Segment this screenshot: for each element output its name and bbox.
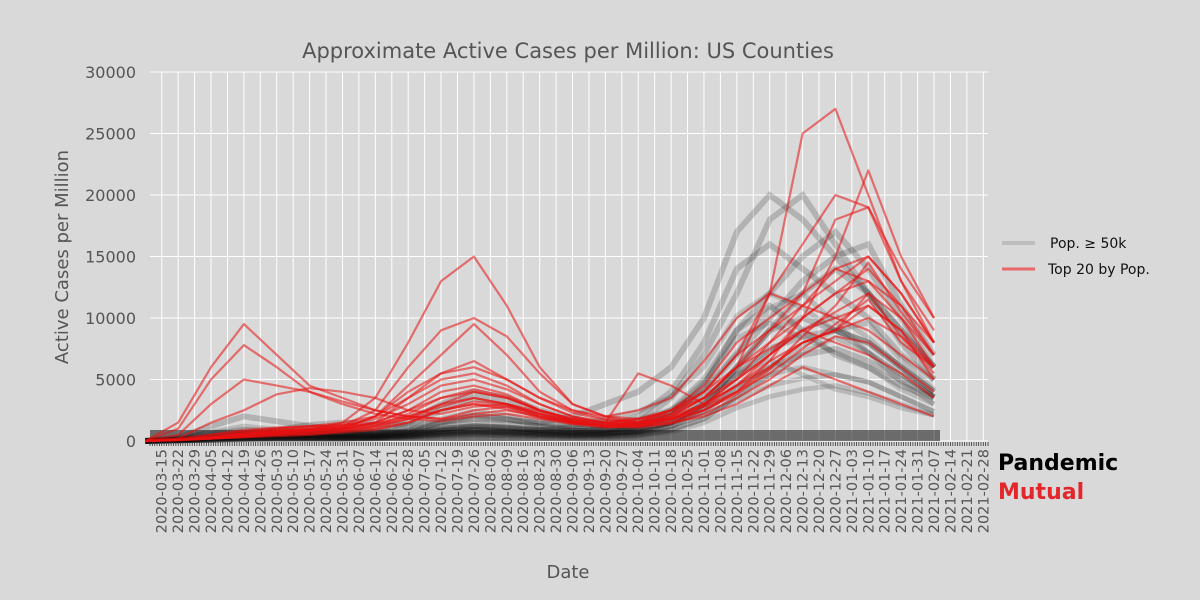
x-tick-label: 2020-05-17 <box>303 449 319 533</box>
x-tick-label: 2020-10-25 <box>681 449 697 533</box>
y-tick-label: 30000 <box>85 63 136 82</box>
x-tick-label: 2020-08-02 <box>483 449 499 533</box>
x-tick-label: 2020-12-06 <box>779 449 795 533</box>
y-axis-label: Active Cases per Million <box>52 150 73 364</box>
x-tick-label: 2020-08-30 <box>549 449 565 533</box>
y-tick-label: 20000 <box>85 186 136 205</box>
x-tick-label: 2020-12-20 <box>812 449 828 533</box>
top20-series-line <box>145 304 935 443</box>
x-tick-label: 2020-09-20 <box>598 449 614 533</box>
x-tick-label: 2020-05-24 <box>319 449 335 533</box>
legend-label-pop50k: Pop. ≥ 50k <box>1050 236 1127 252</box>
y-tick-label: 10000 <box>85 309 136 328</box>
x-tick-label: 2020-03-22 <box>171 449 187 533</box>
x-tick-label: 2020-11-29 <box>763 449 779 533</box>
x-tick-label: 2020-06-28 <box>401 449 417 533</box>
x-tick-label: 2020-04-26 <box>253 449 269 533</box>
x-tick-label: 2020-09-06 <box>566 449 582 533</box>
x-tick-label: 2020-04-12 <box>220 449 236 533</box>
x-tick-label: 2020-06-14 <box>368 449 384 533</box>
dense-low-band <box>150 430 940 441</box>
y-tick-label: 25000 <box>85 125 136 144</box>
x-tick-label: 2021-01-10 <box>861 449 877 533</box>
x-tick-label: 2020-10-11 <box>648 449 664 533</box>
x-tick-label: 2020-11-01 <box>697 449 713 533</box>
x-tick-label: 2020-07-19 <box>451 449 467 533</box>
top20-series-line <box>145 366 935 443</box>
y-tick-label: 5000 <box>95 371 136 390</box>
x-tick-label: 2021-02-14 <box>943 449 959 533</box>
x-tick-label: 2020-11-22 <box>746 449 762 533</box>
x-tick-label: 2021-01-24 <box>894 449 910 533</box>
x-tick-label: 2021-02-07 <box>927 449 943 533</box>
x-tick-label: 2021-01-17 <box>878 449 894 533</box>
x-tick-label: 2020-05-03 <box>270 449 286 533</box>
x-tick-label: 2021-02-21 <box>960 449 976 533</box>
x-tick-label: 2020-09-13 <box>582 449 598 533</box>
legend-label-top20: Top 20 by Pop. <box>1047 262 1150 278</box>
x-tick-label: 2020-07-12 <box>434 449 450 533</box>
top20-series-line <box>145 261 935 443</box>
top20-series-line <box>145 280 935 443</box>
x-tick-label: 2020-10-18 <box>664 449 680 533</box>
y-tick-label: 0 <box>126 432 136 451</box>
x-tick-label: 2020-05-31 <box>335 449 351 533</box>
x-tick-label: 2020-04-05 <box>204 449 220 533</box>
x-tick-label: 2020-04-19 <box>237 449 253 533</box>
x-tick-label: 2020-05-10 <box>286 449 302 533</box>
x-axis-label: Date <box>546 562 589 583</box>
x-tick-label: 2021-02-28 <box>976 449 992 533</box>
top20-series-line <box>145 298 935 443</box>
x-tick-label: 2020-12-13 <box>796 449 812 533</box>
x-tick-label: 2020-08-23 <box>533 449 549 533</box>
x-tick-label: 2021-01-31 <box>911 449 927 533</box>
x-tick-label: 2020-03-15 <box>155 449 171 533</box>
x-axis-ticks: 2020-03-15 2020-03-22 2020-03-29 2020-04-05… <box>149 442 992 533</box>
x-tick-label: 2020-11-08 <box>713 449 729 533</box>
x-tick-label: 2021-01-03 <box>845 449 861 533</box>
x-tick-label: 2020-08-09 <box>500 449 516 533</box>
x-tick-label: 2020-06-21 <box>385 449 401 533</box>
brand-pandemic: Pandemic <box>998 451 1118 476</box>
x-tick-label: 2020-07-26 <box>467 449 483 533</box>
x-tick-label: 2020-03-29 <box>188 449 204 533</box>
brand-mutual: Mutual <box>998 480 1084 505</box>
x-tick-label: 2020-10-04 <box>631 449 647 533</box>
y-tick-label: 15000 <box>85 248 136 267</box>
legend: Pop. ≥ 50k Top 20 by Pop. <box>1002 236 1150 278</box>
x-tick-label: 2020-12-27 <box>828 449 844 533</box>
x-tick-label: 2020-06-07 <box>352 449 368 533</box>
x-tick-label: 2020-07-05 <box>418 449 434 533</box>
x-tick-label: 2020-08-16 <box>516 449 532 533</box>
chart-title: Approximate Active Cases per Million: US… <box>302 39 834 63</box>
x-tick-label: 2020-09-27 <box>615 449 631 533</box>
x-tick-label: 2020-11-15 <box>730 449 746 533</box>
y-axis-ticks: 0 5000 10000 15000 20000 25000 30000 <box>85 63 136 451</box>
top20-series-group <box>144 107 935 443</box>
